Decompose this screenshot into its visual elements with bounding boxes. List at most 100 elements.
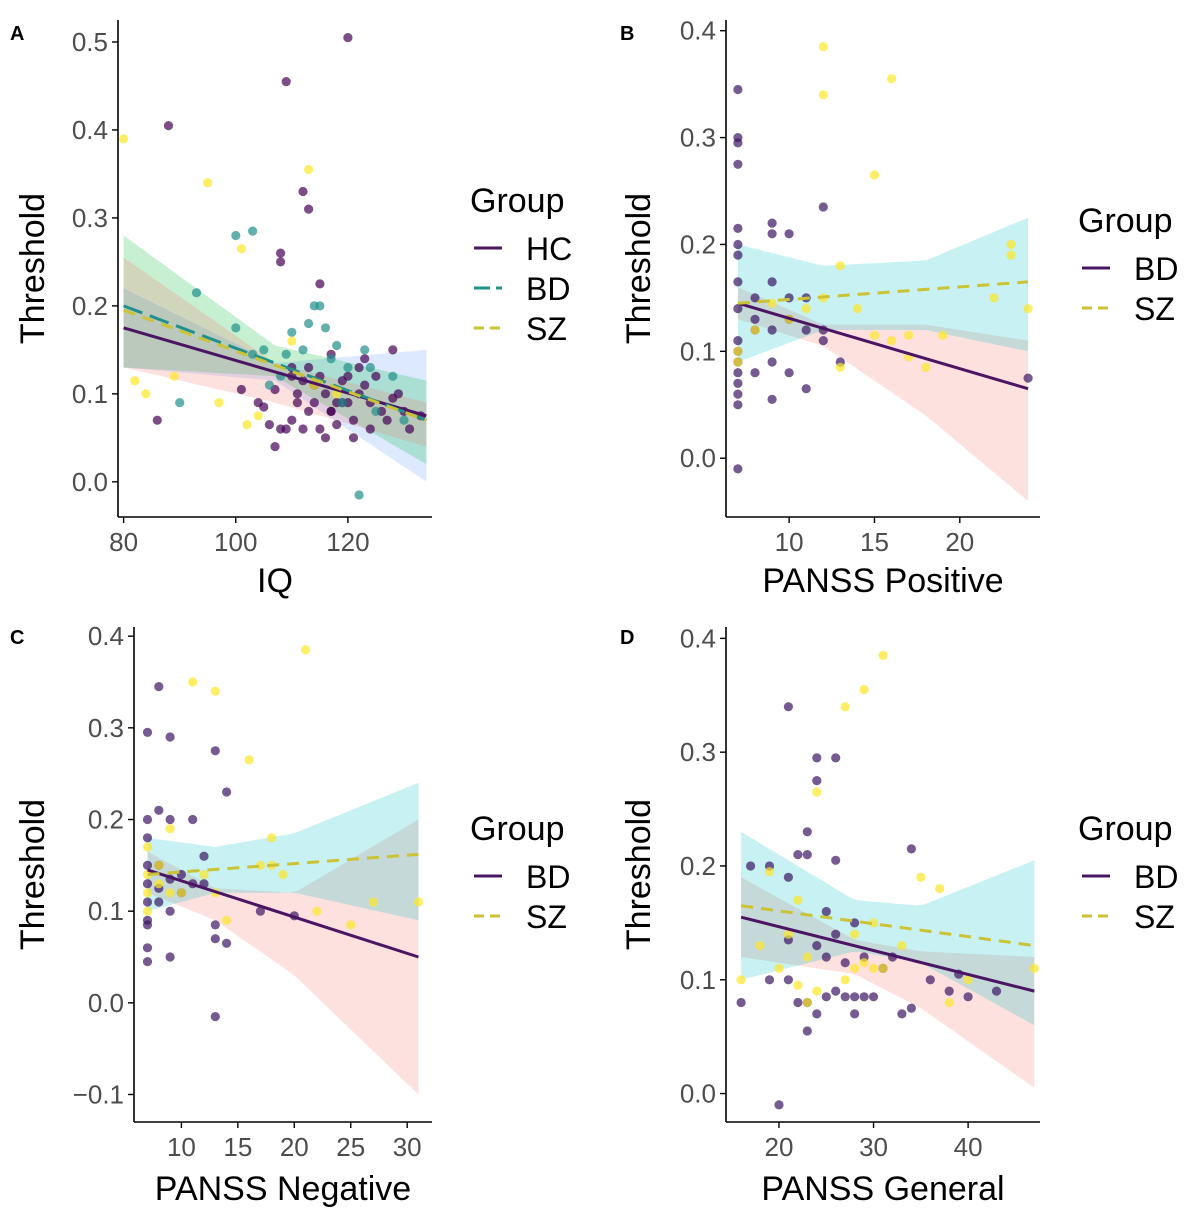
data-point-sz xyxy=(165,824,175,834)
data-point-sz xyxy=(267,833,277,843)
data-point-bd xyxy=(906,1003,917,1013)
data-point-bd xyxy=(365,362,375,373)
x-tick-label: 25 xyxy=(336,1132,365,1162)
data-point-sz xyxy=(764,867,775,877)
data-point-sz xyxy=(840,975,850,985)
y-tick-label: 0.4 xyxy=(88,621,124,651)
data-point-sz xyxy=(818,42,828,52)
data-point-bd xyxy=(222,787,232,797)
data-point-hc xyxy=(292,398,302,408)
data-point-bd xyxy=(733,378,743,388)
data-point-hc xyxy=(264,420,274,430)
data-point-bd xyxy=(840,958,850,968)
data-point-sz xyxy=(886,74,897,84)
data-point-sz xyxy=(1006,250,1016,260)
data-point-bd xyxy=(831,855,841,865)
data-point-sz xyxy=(802,952,812,962)
data-point-hc xyxy=(360,380,370,390)
data-point-bd xyxy=(783,702,794,712)
data-point-bd xyxy=(793,997,803,1008)
data-point-sz xyxy=(203,178,213,188)
y-tick-label: 0.2 xyxy=(72,291,108,321)
x-axis-title: PANSS General xyxy=(761,1170,1004,1208)
data-point-sz xyxy=(801,304,811,314)
data-point-sz xyxy=(142,888,153,898)
x-tick-label: 15 xyxy=(223,1132,252,1162)
data-point-bd xyxy=(944,986,954,996)
data-point-sz xyxy=(236,244,246,254)
data-point-sz xyxy=(850,963,860,974)
data-point-sz xyxy=(130,376,140,386)
panel-letter: A xyxy=(10,23,24,45)
data-point-bd xyxy=(188,814,198,825)
data-point-bd xyxy=(165,814,175,825)
data-point-sz xyxy=(176,888,186,898)
data-point-bd xyxy=(199,851,209,861)
data-point-bd xyxy=(818,336,828,346)
data-point-bd xyxy=(154,682,164,692)
data-point-bd xyxy=(764,975,775,985)
data-point-hc xyxy=(354,362,364,373)
data-point-sz xyxy=(938,330,948,340)
data-point-bd xyxy=(154,805,164,815)
data-point-sz xyxy=(869,170,880,180)
data-point-bd xyxy=(315,301,325,311)
data-point-bd xyxy=(733,250,743,260)
y-tick-label: 0.0 xyxy=(88,988,124,1018)
data-point-bd xyxy=(264,380,274,390)
data-point-sz xyxy=(878,650,888,661)
data-point-hc xyxy=(287,415,297,425)
data-point-sz xyxy=(413,897,424,907)
data-point-bd xyxy=(831,929,841,939)
data-point-hc xyxy=(388,345,398,355)
data-point-bd xyxy=(210,1012,220,1022)
data-point-bd xyxy=(831,986,841,996)
panel-letter: D xyxy=(620,627,634,649)
data-point-bd xyxy=(360,345,370,355)
x-tick-label: 20 xyxy=(945,527,974,557)
data-point-hc xyxy=(298,424,308,434)
data-point-bd xyxy=(142,897,153,907)
data-point-bd xyxy=(399,415,409,425)
data-point-bd xyxy=(906,844,917,854)
fit-line-bd xyxy=(740,915,1035,993)
panel-c: C −0.1 0.0 0.1 0.2 0.3 0.4 10 15 20 25 30 PANSS Nega… xyxy=(10,621,570,1208)
data-point-sz xyxy=(312,906,322,916)
data-point-bd xyxy=(802,850,812,860)
data-point-sz xyxy=(916,872,926,882)
y-tick-label: −0.1 xyxy=(73,1080,124,1110)
data-point-hc xyxy=(292,389,302,399)
data-point-sz xyxy=(253,411,263,421)
y-tick-label: 0.4 xyxy=(680,16,716,46)
y-tick-label: 0.3 xyxy=(72,203,108,233)
data-point-hc xyxy=(163,121,174,131)
legend-label-bd: BD xyxy=(526,859,570,895)
data-point-bd xyxy=(142,727,153,738)
data-point-hc xyxy=(320,389,331,399)
data-point-sz xyxy=(242,420,252,430)
data-point-sz xyxy=(154,860,164,870)
data-point-sz xyxy=(944,997,954,1008)
data-point-bd xyxy=(850,1009,860,1019)
data-point-bd xyxy=(750,368,760,378)
data-point-hc xyxy=(276,257,286,267)
data-point-sz xyxy=(346,920,356,930)
data-point-sz xyxy=(154,879,164,889)
data-point-bd xyxy=(388,371,398,381)
data-point-hc xyxy=(326,406,336,416)
data-point-bd xyxy=(733,239,743,250)
data-point-bd xyxy=(733,159,743,169)
confidence-band-bd xyxy=(741,877,1035,1088)
data-point-sz xyxy=(141,389,151,399)
y-tick-label: 0.0 xyxy=(680,1079,716,1109)
legend: Group HC BD SZ xyxy=(470,182,572,347)
data-point-bd xyxy=(801,325,811,335)
data-point-bd xyxy=(821,906,831,917)
data-point-sz xyxy=(244,755,254,765)
legend-title: Group xyxy=(1078,202,1173,240)
data-point-bd xyxy=(165,906,175,916)
data-point-sz xyxy=(210,686,220,696)
data-point-sz xyxy=(1006,239,1016,250)
fit-line-bd xyxy=(147,868,419,959)
data-point-sz xyxy=(989,293,999,303)
